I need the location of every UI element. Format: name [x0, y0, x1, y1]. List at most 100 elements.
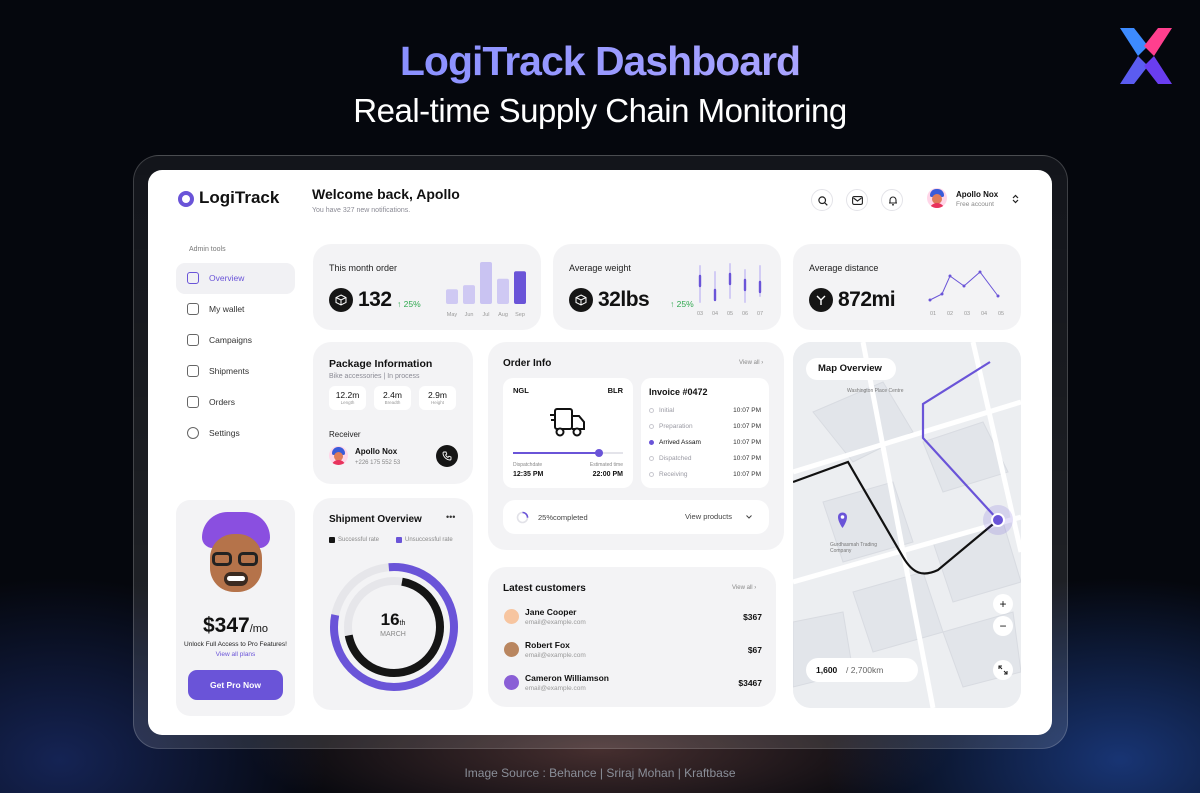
order-bar — [497, 278, 509, 304]
distance-point — [928, 298, 932, 302]
legend-fail: Unsuccessful rate — [405, 537, 453, 543]
stat-title: This month order — [329, 263, 398, 273]
chevron-updown-icon[interactable] — [1012, 194, 1019, 204]
distance-point — [978, 270, 982, 274]
stat-title: Average weight — [569, 263, 631, 273]
distance-axis-label: 05 — [998, 311, 1004, 317]
sidebar-item-shipments[interactable]: Shipments — [176, 356, 295, 387]
receiver-avatar — [329, 446, 348, 465]
sidebar-item-label: My wallet — [209, 304, 245, 314]
route-progress-knob[interactable] — [594, 449, 603, 457]
order-bar-label: Aug — [498, 312, 508, 318]
order-info-title: Order Info — [503, 358, 552, 369]
legend-swatch-success — [329, 537, 335, 543]
order-info-card: Order Info View all › NGL BLR Dispatchda… — [488, 342, 784, 550]
stat-change: ↑ 25% — [670, 299, 694, 309]
gear-icon — [187, 427, 199, 439]
get-pro-button[interactable]: Get Pro Now — [188, 670, 283, 700]
order-view-all-link[interactable]: View all › — [739, 360, 764, 366]
sidebar-item-orders[interactable]: Orders — [176, 387, 295, 418]
search-button[interactable] — [811, 189, 833, 211]
sidebar-item-label: Orders — [209, 397, 235, 407]
stat-card-distance: Average distance 872mi 01 02 03 04 05 — [793, 244, 1021, 330]
stat-card-orders: This month order 132 ↑ 25% May Jun Jul Aug S… — [313, 244, 541, 330]
stat-value: 872mi — [838, 288, 896, 311]
promo-text: Unlock Full Access to Pro Features! — [184, 641, 287, 648]
timeline-step: Receiving — [649, 471, 688, 478]
mail-button[interactable] — [846, 189, 868, 211]
distance-point — [962, 284, 966, 288]
fullscreen-button[interactable] — [993, 660, 1013, 680]
shipment-donut-chart — [330, 563, 458, 691]
user-avatar[interactable] — [927, 188, 947, 208]
stat-card-weight: Average weight 32lbs ↑ 25% 03 04 05 06 07 — [553, 244, 781, 330]
pro-promo-card: $347/mo Unlock Full Access to Pro Featur… — [176, 500, 295, 716]
call-button[interactable] — [436, 445, 458, 467]
timeline-step: Initial — [649, 407, 674, 414]
invoice-number: Invoice #0472 — [649, 387, 708, 397]
zoom-in-button[interactable]: + — [993, 594, 1013, 614]
timeline-time: 10:07 PM — [733, 407, 761, 414]
sidebar-item-wallet[interactable]: My wallet — [176, 294, 295, 325]
sidebar-item-overview[interactable]: Overview — [176, 263, 295, 294]
welcome-heading: Welcome back, Apollo — [312, 186, 460, 202]
sidebar-item-campaigns[interactable]: Campaigns — [176, 325, 295, 356]
distance-line — [929, 271, 999, 301]
receiver-name: Apollo Nox — [355, 447, 398, 456]
zoom-out-button[interactable]: − — [993, 616, 1013, 636]
map-overview-card[interactable]: Map Overview Washington Place Centre Gur… — [793, 342, 1021, 708]
promo-period: /mo — [249, 623, 269, 635]
more-icon[interactable]: ••• — [446, 512, 456, 522]
promo-price: $347 — [202, 614, 250, 637]
package-title: Package Information — [329, 358, 433, 370]
view-plans-link[interactable]: View all plans — [215, 651, 256, 658]
bag-icon — [187, 396, 199, 408]
notifications-button[interactable] — [881, 189, 903, 211]
view-products-button[interactable]: View products — [673, 505, 761, 529]
customer-avatar — [504, 609, 519, 624]
stat-value: 12.2m — [335, 390, 360, 400]
customer-name[interactable]: Cameron Williamson — [525, 673, 609, 683]
customer-avatar — [504, 675, 519, 690]
map-title-pill: Map Overview — [806, 358, 896, 380]
map-place-label: Washington Place Centre — [847, 388, 904, 394]
shipment-title: Shipment Overview — [329, 514, 422, 525]
customer-amount: $367 — [743, 612, 762, 622]
distance-point — [996, 294, 1000, 298]
sidebar-item-label: Campaigns — [209, 335, 252, 345]
legend-swatch-fail — [396, 537, 402, 543]
customer-name[interactable]: Jane Cooper — [525, 607, 577, 617]
arrive-label: Estimated time — [589, 462, 623, 468]
search-icon — [818, 196, 828, 206]
timeline-time: 10:07 PM — [733, 423, 761, 430]
receiver-phone: +226 175 552 53 — [355, 460, 401, 466]
distance-pill: 1,600 / 2,700km — [806, 658, 918, 682]
map-canvas[interactable] — [793, 342, 1021, 708]
customers-view-all-link[interactable]: View all › — [732, 585, 757, 591]
customer-amount: $67 — [747, 645, 762, 655]
phone-icon — [442, 451, 452, 461]
image-source: Image Source : Behance | Sriraj Mohan | … — [464, 766, 736, 780]
distance-point — [948, 274, 952, 278]
app-logo[interactable]: LogiTrack — [199, 188, 280, 207]
distance-axis-label: 04 — [981, 311, 987, 317]
route-to: BLR — [607, 386, 623, 395]
distance-point — [940, 292, 944, 296]
user-plan: Free account — [956, 201, 994, 208]
timeline-time: 10:07 PM — [733, 471, 761, 478]
stat-value: 32lbs — [598, 288, 650, 311]
campaigns-icon — [187, 334, 199, 346]
package-stat-height: 2.9m Height — [419, 386, 456, 410]
sidebar-item-label: Overview — [209, 273, 245, 283]
stat-label: Length — [340, 400, 355, 405]
arrive-time: 22:00 PM — [592, 471, 623, 478]
customer-name[interactable]: Robert Fox — [525, 640, 570, 650]
sidebar-item-settings[interactable]: Settings — [176, 418, 295, 449]
mail-icon — [852, 196, 863, 205]
user-name[interactable]: Apollo Nox — [956, 190, 999, 199]
date-suffix: th — [399, 620, 406, 627]
progress-ring-icon — [516, 511, 529, 524]
customer-amount: $3467 — [738, 678, 762, 688]
customer-email: email@example.com — [525, 685, 586, 692]
logo-icon — [178, 191, 194, 207]
